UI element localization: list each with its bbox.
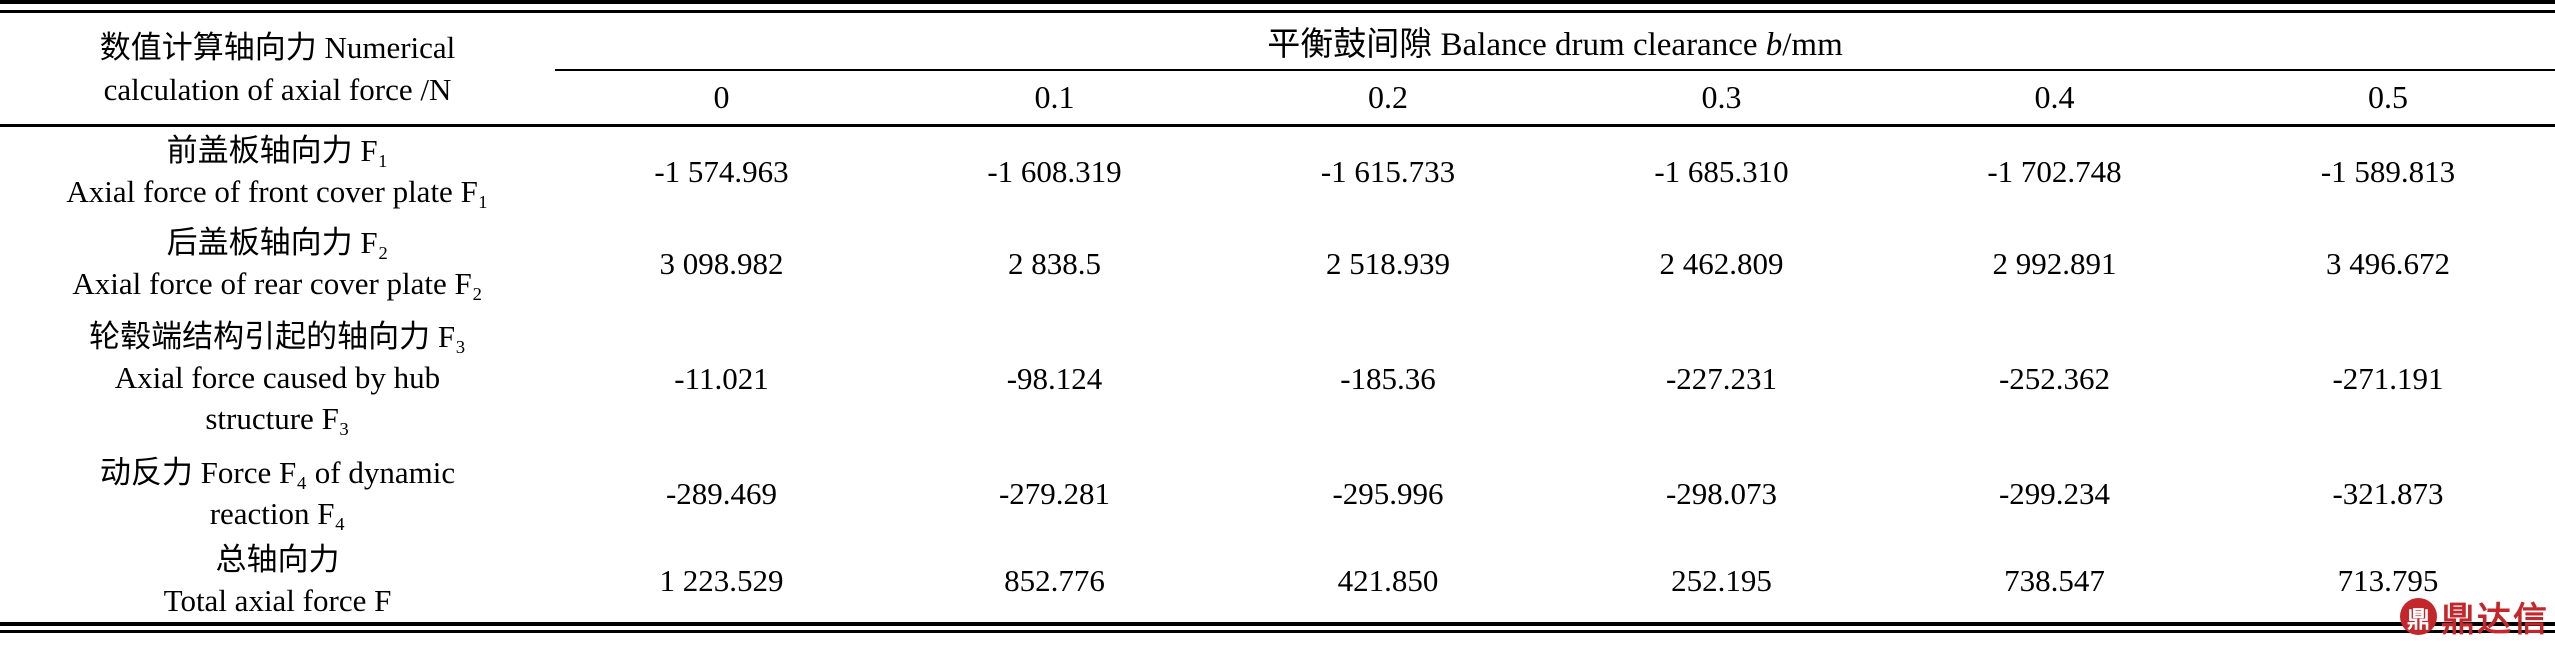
header-row-top: 数值计算轴向力 Numerical calculation of axial f… [0, 11, 2555, 127]
value-cell: -295.996 [1332, 475, 1444, 511]
row-label: 动反力 Force F₄ of dynamic reaction F₄ [99, 454, 456, 531]
column-header-4: 0.4 [1888, 69, 2221, 127]
value-cell: -1 702.748 [1987, 154, 2122, 190]
value-cell: -1 589.813 [2320, 154, 2456, 190]
dingdaxin-seal-icon: 鼎 [2400, 598, 2437, 635]
value-cell: 2 838.5 [1008, 245, 1101, 281]
row-label: 前盖板轴向力 F₁ Axial force of front cover pla… [66, 133, 489, 210]
value-cell: -289.469 [665, 475, 778, 511]
value-cell: 1 223.529 [659, 562, 784, 598]
value-cell: -298.073 [1665, 475, 1778, 511]
value-cell: -1 685.310 [1654, 154, 1789, 190]
value-cell: -1 574.963 [654, 154, 789, 190]
clearance-unit: /mm [1782, 26, 1843, 63]
value-cell: -252.362 [1998, 360, 2111, 396]
value-cell: -321.873 [2332, 475, 2444, 511]
value-cell: 2 462.809 [1659, 245, 1784, 281]
value-cell: -271.191 [2332, 360, 2444, 396]
value-cell: 3 098.982 [659, 245, 784, 281]
value-cell: 2 992.891 [1992, 245, 2117, 281]
clearance-header-prefix: 平衡鼓间隙 Balance drum clearance [1267, 26, 1766, 63]
value-cell: -1 615.733 [1320, 154, 1456, 190]
clearance-header: 平衡鼓间隙 Balance drum clearance b/mm [555, 11, 2555, 71]
table-header: 数值计算轴向力 Numerical calculation of axial f… [0, 11, 2555, 127]
left-column-header: 数值计算轴向力 Numerical calculation of axial f… [0, 11, 555, 127]
clearance-variable: b [1765, 26, 1783, 63]
table-bottom-rule-outer [0, 629, 2555, 633]
row-label: 总轴向力 Total axial force F [163, 541, 392, 618]
value-cell: 3 496.672 [2326, 245, 2451, 281]
column-header-1: 0.1 [888, 69, 1221, 127]
value-cell: 252.195 [1671, 562, 1772, 598]
watermark: 鼎 鼎达信 [2400, 592, 2549, 641]
value-cell: -227.231 [1665, 360, 1778, 396]
column-header-3: 0.3 [1555, 69, 1888, 127]
table-row: 总轴向力 Total axial force F 1 223.529 852.7… [0, 540, 2555, 624]
table-row: 后盖板轴向力 F₂ Axial force of rear cover plat… [0, 218, 2555, 310]
value-cell: -1 608.319 [987, 154, 1122, 190]
value-cell: -279.281 [998, 475, 1111, 511]
value-cell: 852.776 [1004, 562, 1105, 598]
value-cell: -11.021 [674, 360, 769, 396]
row-label: 后盖板轴向力 F₂ Axial force of rear cover plat… [72, 224, 483, 301]
value-cell: -98.124 [1006, 360, 1103, 396]
value-cell: 738.547 [2004, 562, 2105, 598]
header-row-columns: 0 0.1 0.2 0.3 0.4 0.5 [0, 69, 2555, 127]
table-body: 前盖板轴向力 F₁ Axial force of front cover pla… [0, 126, 2555, 624]
table-row: 轮毂端结构引起的轴向力 F₃ Axial force caused by hub… [0, 310, 2555, 448]
watermark-text: 鼎达信 [2441, 601, 2549, 639]
column-header-2: 0.2 [1221, 69, 1555, 127]
value-cell: -299.234 [1998, 475, 2111, 511]
table-row: 动反力 Force F₄ of dynamic reaction F₄ -289… [0, 448, 2555, 540]
value-cell: 2 518.939 [1326, 245, 1450, 281]
table-row: 前盖板轴向力 F₁ Axial force of front cover pla… [0, 126, 2555, 218]
value-cell: 713.795 [2337, 562, 2439, 598]
row-label: 轮毂端结构引起的轴向力 F₃ Axial force caused by hub… [89, 319, 466, 436]
value-cell: -185.36 [1340, 360, 1436, 396]
column-header-5: 0.5 [2221, 69, 2555, 127]
value-cell: 421.850 [1337, 562, 1439, 598]
axial-force-table: 数值计算轴向力 Numerical calculation of axial f… [0, 10, 2555, 626]
column-header-0: 0 [555, 69, 888, 127]
table-top-rule-outer [0, 0, 2555, 4]
